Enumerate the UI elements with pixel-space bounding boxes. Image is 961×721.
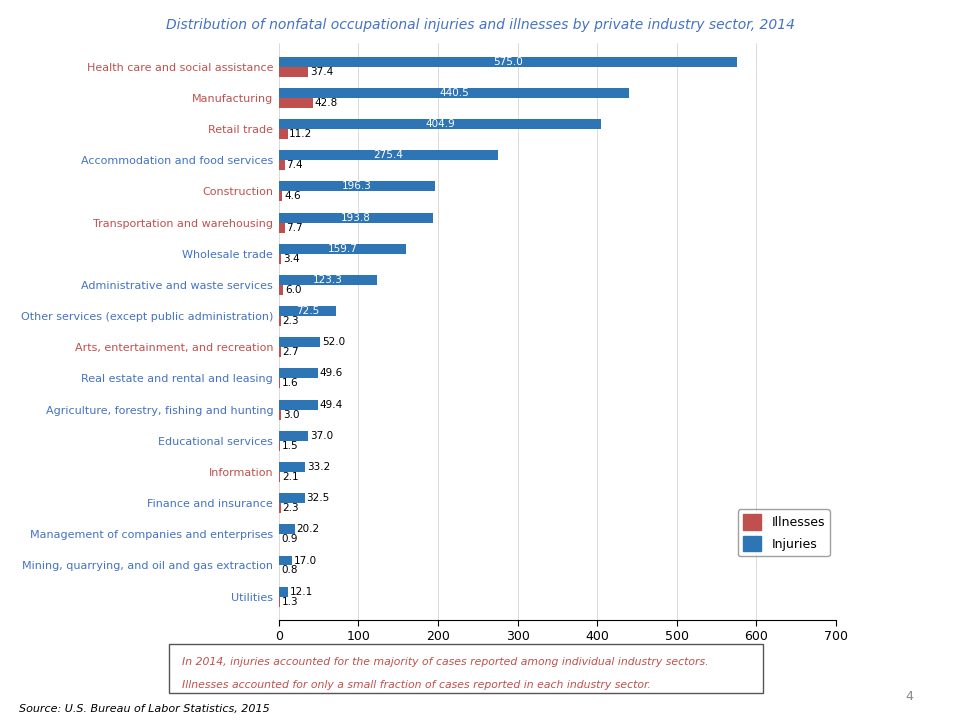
Text: Source: U.S. Bureau of Labor Statistics, 2015: Source: U.S. Bureau of Labor Statistics,… — [19, 704, 270, 714]
Bar — [279, 524, 295, 534]
Text: 0.9: 0.9 — [281, 534, 298, 544]
Bar — [279, 316, 281, 326]
Text: 17.0: 17.0 — [294, 555, 317, 565]
Bar — [279, 57, 736, 66]
Text: 2.3: 2.3 — [283, 503, 299, 513]
Text: 49.6: 49.6 — [320, 368, 343, 379]
Bar — [279, 275, 377, 285]
Bar — [279, 431, 308, 441]
Bar — [279, 410, 281, 420]
Bar — [279, 160, 284, 170]
Legend: Illnesses, Injuries: Illnesses, Injuries — [738, 509, 829, 556]
Bar — [279, 213, 433, 223]
FancyBboxPatch shape — [169, 645, 763, 693]
Text: 193.8: 193.8 — [341, 213, 371, 223]
Text: 37.4: 37.4 — [310, 66, 333, 76]
Text: Distribution of nonfatal occupational injuries and illnesses by private industry: Distribution of nonfatal occupational in… — [166, 18, 795, 32]
Bar — [279, 66, 308, 76]
Bar — [279, 254, 282, 264]
Bar — [279, 597, 280, 606]
Bar — [279, 379, 280, 389]
Text: 123.3: 123.3 — [313, 275, 343, 285]
Text: 32.5: 32.5 — [307, 493, 330, 503]
Bar — [279, 119, 601, 129]
Bar — [279, 182, 435, 191]
Text: 575.0: 575.0 — [493, 57, 523, 66]
Text: 49.4: 49.4 — [320, 399, 343, 410]
Text: 1.6: 1.6 — [282, 379, 298, 389]
Bar — [279, 493, 305, 503]
Text: 440.5: 440.5 — [439, 88, 469, 98]
Bar — [279, 285, 283, 295]
Text: 1.3: 1.3 — [282, 597, 298, 606]
Bar — [279, 244, 406, 254]
Text: 3.4: 3.4 — [283, 254, 300, 264]
Bar — [279, 348, 281, 357]
Text: 4: 4 — [905, 690, 913, 703]
Bar — [279, 472, 281, 482]
Bar — [279, 555, 292, 565]
Text: 37.0: 37.0 — [309, 430, 333, 441]
Text: 7.7: 7.7 — [286, 223, 303, 233]
Text: 404.9: 404.9 — [425, 119, 455, 129]
Bar — [279, 150, 498, 160]
Bar — [279, 306, 336, 316]
Bar — [279, 88, 629, 98]
Bar — [279, 441, 280, 451]
Text: 2.7: 2.7 — [283, 348, 299, 357]
Text: 33.2: 33.2 — [307, 462, 330, 472]
Text: 7.4: 7.4 — [286, 160, 303, 170]
Text: 20.2: 20.2 — [296, 524, 319, 534]
Bar — [279, 223, 284, 232]
Bar — [279, 462, 306, 472]
Text: 2.3: 2.3 — [283, 316, 299, 326]
Bar — [279, 98, 312, 108]
Text: 52.0: 52.0 — [322, 337, 345, 348]
Bar — [279, 587, 288, 597]
Text: 159.7: 159.7 — [328, 244, 357, 254]
Text: 4.6: 4.6 — [283, 191, 301, 201]
Text: 275.4: 275.4 — [374, 150, 404, 160]
Text: 12.1: 12.1 — [290, 587, 313, 597]
Bar — [279, 399, 318, 410]
Text: In 2014, injuries accounted for the majority of cases reported among individual : In 2014, injuries accounted for the majo… — [182, 657, 708, 667]
Text: 2.1: 2.1 — [282, 472, 299, 482]
Bar — [279, 129, 287, 139]
Text: 0.8: 0.8 — [281, 565, 297, 575]
Text: 72.5: 72.5 — [296, 306, 319, 316]
Text: 6.0: 6.0 — [285, 285, 302, 295]
Text: 3.0: 3.0 — [283, 410, 299, 420]
Bar — [279, 503, 281, 513]
Bar — [279, 191, 283, 201]
Text: (in thousands): (in thousands) — [512, 678, 603, 691]
Text: Number of cases: Number of cases — [505, 660, 610, 673]
Text: 11.2: 11.2 — [289, 129, 312, 139]
Bar — [279, 337, 320, 348]
Text: 42.8: 42.8 — [314, 98, 337, 108]
Bar — [279, 368, 318, 379]
Text: Illnesses accounted for only a small fraction of cases reported in each industry: Illnesses accounted for only a small fra… — [182, 679, 651, 689]
Text: 196.3: 196.3 — [342, 182, 372, 191]
Text: 1.5: 1.5 — [282, 441, 298, 451]
